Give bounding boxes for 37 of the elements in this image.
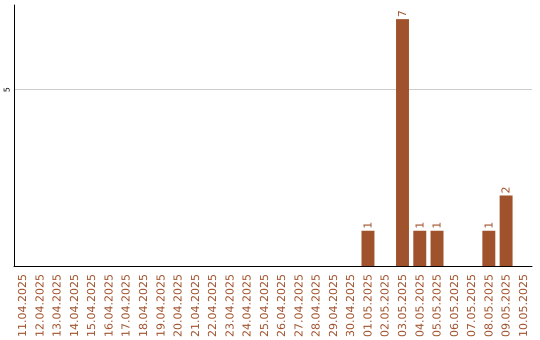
x-tick-label: 15.04.2025 [85,274,98,338]
x-tick-label: 18.04.2025 [137,274,150,338]
x-tick-label: 17.04.2025 [120,274,133,338]
x-tick-label: 21.04.2025 [188,274,202,338]
data-label: 1 [430,222,444,229]
x-tick-label: 23.04.2025 [223,274,236,338]
x-tick-label: 16.04.2025 [102,274,116,338]
data-label: 7 [396,10,409,18]
x-tick-label: 03.05.2025 [396,274,409,338]
x-tick-label: 01.05.2025 [361,274,374,338]
x-tick-label: 02.05.2025 [378,274,392,338]
x-tick-label: 07.05.2025 [465,274,478,338]
x-tick-label: 10.05.2025 [516,274,530,338]
data-label: 1 [361,222,374,229]
x-tick-label: 25.04.2025 [258,274,271,338]
x-tick-label: 20.04.2025 [172,274,185,338]
x-tick-label: 29.04.2025 [326,274,340,338]
x-tick-label: 19.04.2025 [154,274,168,338]
x-tick-label: 08.05.2025 [482,274,496,338]
x-tick-label: 05.05.2025 [430,274,444,338]
x-tick-label: 27.04.2025 [292,274,306,338]
x-tick-label: 13.04.2025 [50,274,64,338]
x-tick-label: 22.04.2025 [206,274,220,338]
x-tick-label: 14.04.2025 [68,274,81,338]
x-tick-label: 28.04.2025 [310,274,323,338]
data-label: 2 [500,186,513,194]
x-tick-label: 04.05.2025 [413,274,426,338]
x-tick-label: 06.05.2025 [448,274,461,338]
data-label: 1 [413,222,426,229]
x-tick-label: 26.04.2025 [275,274,288,338]
x-tick-label: 30.04.2025 [344,274,358,338]
x-tick-label: 12.04.2025 [33,274,46,338]
x-tick-label: 24.04.2025 [240,274,254,338]
x-tick-label: 11.04.2025 [16,274,30,338]
data-label: 1 [482,222,496,229]
y-tick-label: 5 [2,87,12,92]
x-tick-label: 09.05.2025 [500,274,513,338]
